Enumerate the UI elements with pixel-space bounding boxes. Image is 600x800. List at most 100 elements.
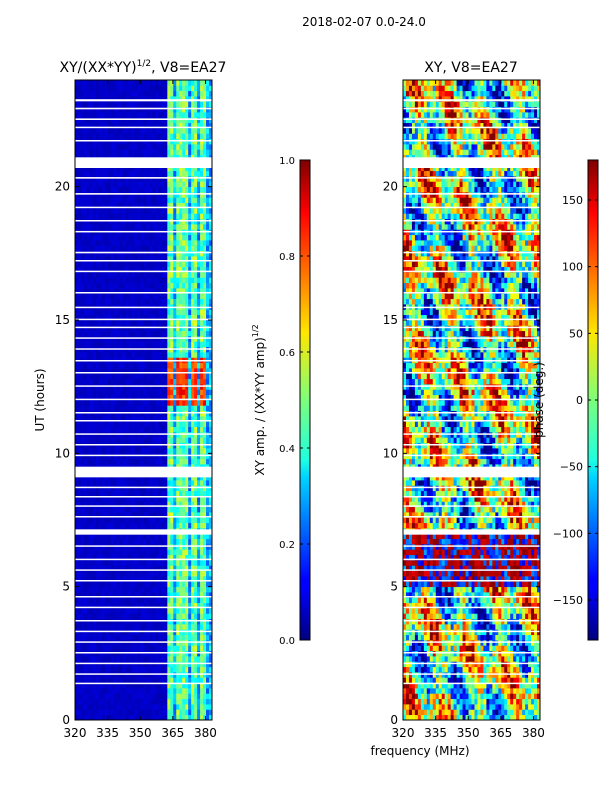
amp-heatmap-cell (167, 181, 171, 188)
amp-heatmap-cell (167, 378, 171, 385)
amp-heatmap-cell (116, 480, 121, 486)
amp-heatmap-cell (89, 714, 94, 721)
amp-heatmap-cell (86, 165, 91, 172)
amp-heatmap-cell (140, 442, 144, 449)
amp-heatmap-cell (107, 485, 112, 492)
amp-heatmap-cell (167, 533, 171, 540)
amp-heatmap-cell (140, 394, 144, 401)
amp-heatmap-cell (131, 165, 135, 172)
amp-heatmap-cell (188, 320, 192, 326)
amp-heatmap-cell (104, 90, 109, 97)
amp-heatmap-cell (107, 122, 112, 129)
amp-heatmap-cell (197, 624, 201, 630)
amp-heatmap-cell (191, 144, 195, 150)
amp-heatmap-cell (143, 293, 147, 300)
amp-heatmap-cell (137, 101, 141, 108)
amp-heatmap-cell (75, 181, 79, 188)
amp-heatmap-cell (164, 586, 168, 593)
amp-heatmap-cell (131, 405, 135, 412)
amp-heatmap-cell (152, 522, 156, 529)
amp-heatmap-cell (185, 608, 189, 614)
amp-heatmap-cell (75, 629, 79, 636)
amp-heatmap-cell (95, 640, 100, 646)
amp-heatmap-cell (113, 672, 118, 678)
amp-heatmap-cell (161, 378, 165, 385)
amp-heatmap-cell (197, 448, 201, 454)
amp-heatmap-cell (194, 544, 198, 550)
amp-heatmap-cell (107, 656, 112, 662)
amp-heatmap-cell (110, 496, 115, 502)
amp-heatmap-cell (191, 682, 195, 689)
amp-heatmap-cell (188, 352, 192, 358)
amp-heatmap-cell (134, 597, 138, 604)
amp-heatmap-cell (179, 698, 183, 705)
amp-heatmap-cell (167, 112, 171, 118)
amp-heatmap-cell (83, 533, 88, 540)
amp-heatmap-cell (164, 250, 168, 257)
amp-heatmap-cell (101, 389, 106, 396)
amp-heatmap-cell (101, 608, 106, 614)
amp-heatmap-cell (188, 149, 192, 156)
amp-heatmap-cell (176, 565, 180, 572)
amp-heatmap-cell (158, 656, 162, 662)
amp-heatmap-cell (176, 597, 180, 604)
amp-heatmap-cell (170, 506, 174, 513)
amp-heatmap-cell (113, 533, 118, 540)
amp-heatmap-cell (149, 570, 153, 577)
amp-heatmap-cell (155, 170, 159, 177)
amp-heatmap-cell (185, 448, 189, 454)
amp-heatmap-cell (182, 640, 186, 646)
amp-heatmap-cell (155, 538, 159, 545)
amp-heatmap-cell (110, 453, 115, 460)
amp-heatmap-cell (125, 389, 130, 396)
amp-heatmap-cell (83, 645, 88, 652)
amp-heatmap-cell (137, 272, 141, 278)
amp-heatmap-cell (110, 672, 115, 678)
amp-heatmap-cell (188, 544, 192, 550)
amp-heatmap-cell (176, 197, 180, 204)
amp-heatmap-cell (98, 666, 103, 673)
amp-heatmap-cell (191, 122, 195, 129)
amp-heatmap-cell (188, 368, 192, 374)
amp-heatmap-cell (173, 250, 177, 257)
amp-heatmap-cell (149, 352, 153, 358)
amp-heatmap-cell (167, 394, 171, 401)
amp-heatmap-cell (80, 122, 85, 129)
amp-heatmap-cell (128, 576, 132, 582)
amp-heatmap-cell (101, 165, 106, 172)
amp-heatmap-cell (146, 314, 150, 321)
amp-heatmap-cell (167, 453, 171, 460)
amp-heatmap-cell (104, 602, 109, 609)
amp-heatmap-cell (86, 608, 91, 614)
amp-heatmap-cell (152, 197, 156, 204)
amp-heatmap-cell (122, 677, 127, 684)
amp-heatmap-cell (191, 714, 195, 721)
amp-heatmap-cell (191, 336, 195, 342)
amp-heatmap-cell (197, 490, 201, 497)
amp-heatmap-cell (101, 101, 106, 108)
amp-heatmap-cell (194, 368, 198, 374)
amp-heatmap-cell (146, 266, 150, 273)
amp-heatmap-cell (131, 538, 135, 545)
amp-heatmap-cell (161, 192, 165, 198)
amp-heatmap-cell (128, 544, 132, 550)
amp-heatmap-cell (137, 426, 141, 433)
amp-heatmap-cell (89, 96, 94, 102)
amp-heatmap-cell (77, 277, 82, 284)
amp-heatmap-cell (188, 373, 192, 380)
amp-heatmap-cell (173, 490, 177, 497)
amp-heatmap-cell (146, 282, 150, 289)
amp-heatmap-cell (116, 437, 121, 444)
amp-heatmap-cell (149, 549, 153, 556)
amp-heatmap-cell (134, 437, 138, 444)
amp-heatmap-cell (92, 624, 97, 630)
amp-heatmap-cell (101, 704, 106, 710)
amp-heatmap-cell (98, 170, 103, 177)
amp-heatmap-cell (194, 661, 198, 668)
amp-heatmap-cell (98, 368, 103, 374)
amp-heatmap-cell (173, 298, 177, 305)
amp-heatmap-cell (134, 592, 138, 598)
amp-heatmap-cell (164, 96, 168, 102)
amp-heatmap-cell (131, 688, 135, 694)
amp-heatmap-cell (101, 549, 106, 556)
